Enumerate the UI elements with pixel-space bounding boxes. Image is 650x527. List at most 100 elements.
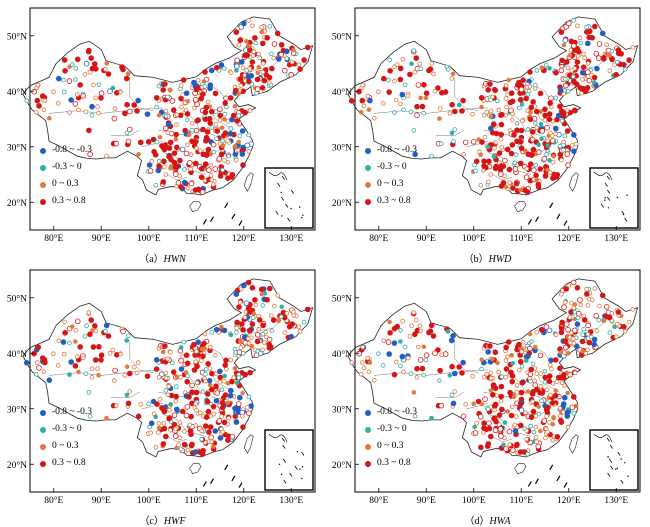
station-marker xyxy=(429,153,434,159)
station-marker xyxy=(577,297,583,303)
station-marker xyxy=(247,108,253,113)
station-marker xyxy=(534,439,540,445)
legend-label: 0 ~ 0.3 xyxy=(52,179,79,189)
station-marker xyxy=(62,330,68,336)
station-marker xyxy=(246,148,252,154)
station-marker xyxy=(551,153,556,159)
station-marker xyxy=(571,336,576,341)
station-marker xyxy=(421,372,426,378)
inset-island xyxy=(627,475,629,477)
station-marker xyxy=(451,139,456,144)
map-svg: 50°N 40°N 30°N 20°N 80°E 90°E 100°E 110°E 120°E 1… xyxy=(332,7,641,244)
station-marker xyxy=(246,18,251,23)
station-marker xyxy=(148,420,155,427)
legend-item: 0 ~ 0.3 xyxy=(365,176,417,193)
station-marker xyxy=(188,413,194,420)
boundary-dash xyxy=(224,202,229,209)
station-marker xyxy=(542,106,548,113)
station-marker xyxy=(209,439,215,445)
inset-dash xyxy=(600,203,605,208)
station-marker xyxy=(80,355,86,361)
station-marker xyxy=(419,103,426,110)
station-marker xyxy=(558,87,564,94)
lat-label: 30°N xyxy=(332,404,352,415)
lat-label: 40°N xyxy=(7,349,27,360)
station-marker xyxy=(517,367,522,373)
inset-frame xyxy=(264,429,314,491)
station-marker xyxy=(532,378,537,383)
station-marker xyxy=(233,29,240,36)
station-marker xyxy=(450,400,457,407)
inset-island xyxy=(622,213,625,216)
legend-dot-icon xyxy=(365,181,371,188)
station-marker xyxy=(579,338,586,345)
station-marker xyxy=(249,59,256,65)
station-marker xyxy=(76,369,81,375)
station-marker xyxy=(538,383,544,389)
station-marker xyxy=(209,108,215,115)
legend-label: -0.8 ~ -0.3 xyxy=(52,407,92,417)
station-marker xyxy=(553,357,559,363)
station-marker xyxy=(238,345,244,350)
station-marker xyxy=(576,48,582,55)
station-marker xyxy=(569,404,576,411)
station-marker xyxy=(506,428,513,435)
station-marker xyxy=(549,400,556,406)
station-marker xyxy=(266,336,273,343)
station-marker xyxy=(529,136,536,143)
caption-prefix: （a） xyxy=(139,254,164,265)
station-marker xyxy=(527,345,533,352)
station-marker xyxy=(560,112,567,119)
station-marker xyxy=(236,375,242,380)
station-marker xyxy=(206,429,212,435)
station-marker xyxy=(160,144,166,150)
station-marker xyxy=(194,145,199,151)
station-marker xyxy=(524,189,531,195)
station-marker xyxy=(513,152,519,157)
station-marker xyxy=(559,380,565,386)
station-marker xyxy=(531,167,537,173)
lon-label: 90°E xyxy=(92,495,111,506)
boundary-dash xyxy=(556,475,561,482)
station-marker xyxy=(402,344,408,350)
station-marker xyxy=(172,164,179,170)
station-marker xyxy=(499,406,505,413)
station-marker xyxy=(254,76,261,83)
station-marker xyxy=(250,53,256,58)
station-marker xyxy=(559,57,565,64)
station-marker xyxy=(204,391,211,397)
station-marker xyxy=(221,327,228,334)
station-marker xyxy=(157,396,163,402)
lat-label: 20°N xyxy=(7,460,27,471)
station-marker xyxy=(255,70,261,76)
legend-label: 0.3 ~ 0.8 xyxy=(377,458,411,468)
legend-label: -0.3 ~ 0 xyxy=(52,424,82,434)
station-marker xyxy=(217,374,224,381)
station-marker xyxy=(518,127,525,134)
station-marker xyxy=(223,357,229,364)
station-marker xyxy=(131,364,137,370)
station-marker xyxy=(163,433,169,440)
station-marker xyxy=(584,69,591,75)
lon-label: 80°E xyxy=(44,495,63,506)
station-marker xyxy=(153,95,160,101)
map-panel-d: 50°N 40°N 30°N 20°N 80°E 90°E 100°E 110°E 120°E 1… xyxy=(325,262,650,527)
station-marker xyxy=(499,111,505,118)
station-marker xyxy=(545,400,550,406)
station-marker xyxy=(492,349,499,356)
country-outline xyxy=(22,278,314,458)
station-marker xyxy=(528,104,535,111)
station-marker xyxy=(509,117,515,122)
station-marker xyxy=(609,310,615,316)
inset-dash xyxy=(609,444,613,449)
station-marker xyxy=(166,145,173,151)
station-marker xyxy=(523,174,530,181)
station-marker xyxy=(510,111,515,117)
station-marker xyxy=(35,82,41,88)
station-marker xyxy=(156,158,162,164)
station-marker xyxy=(613,71,620,78)
province-boundary xyxy=(492,436,512,443)
station-marker xyxy=(528,379,533,384)
station-marker xyxy=(173,393,180,400)
station-marker xyxy=(386,89,392,95)
